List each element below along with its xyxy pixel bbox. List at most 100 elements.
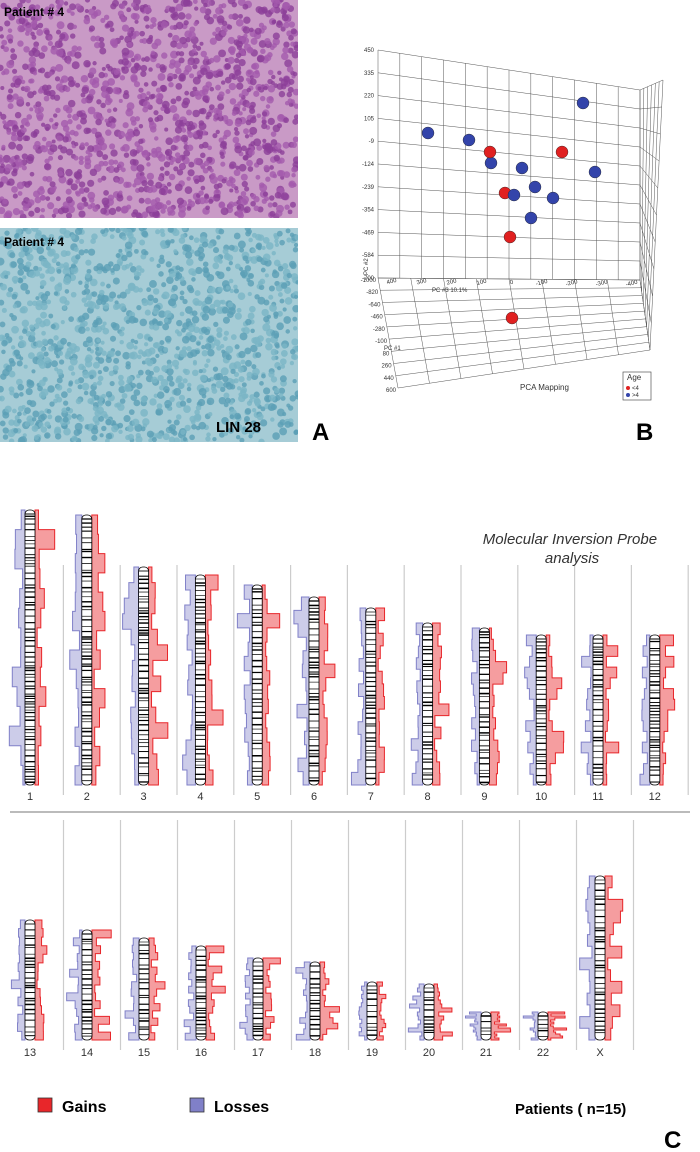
cell [286, 237, 292, 243]
cell [78, 159, 84, 165]
cell [130, 2, 137, 8]
cell [96, 150, 104, 158]
cell [81, 297, 87, 303]
cell [40, 413, 47, 420]
cell [44, 421, 51, 428]
cell [40, 241, 46, 247]
cell [64, 86, 71, 93]
cell [179, 77, 184, 82]
cell [201, 241, 209, 248]
cell [67, 113, 72, 119]
cell [75, 82, 81, 88]
cell [218, 228, 225, 235]
cell [141, 57, 146, 62]
cell [140, 253, 147, 260]
cell [78, 210, 86, 218]
cell [203, 2, 208, 8]
cell [183, 20, 189, 26]
cell [56, 368, 64, 376]
cell [262, 253, 271, 262]
cell [281, 263, 289, 270]
cell [11, 275, 19, 283]
cell [139, 30, 146, 37]
sample-point [483, 145, 497, 159]
cell [146, 37, 153, 45]
cell [163, 346, 169, 352]
cell [174, 126, 183, 134]
cell [258, 284, 265, 291]
cell [27, 199, 35, 206]
cell [143, 15, 150, 22]
cell [62, 104, 70, 112]
cell [48, 155, 54, 161]
cell [290, 349, 296, 355]
x-tick-label: -400 [625, 279, 639, 288]
cell [52, 208, 60, 215]
cell [45, 262, 52, 269]
cell [238, 163, 247, 172]
cell [90, 238, 96, 245]
cell [76, 124, 82, 130]
cell [238, 350, 246, 359]
cell [66, 212, 73, 218]
cell [124, 241, 133, 250]
cell [32, 71, 38, 76]
cell [225, 345, 234, 354]
cell [244, 134, 250, 139]
cell [4, 121, 11, 128]
cell [196, 341, 201, 346]
cell [78, 155, 84, 161]
cell [1, 39, 8, 46]
grid-line [476, 278, 493, 374]
cell [120, 326, 125, 332]
cell [110, 267, 115, 273]
cell [61, 391, 68, 398]
cell [217, 112, 223, 118]
cell [237, 75, 244, 83]
cell [173, 437, 181, 442]
chromosome [649, 634, 661, 786]
cell [74, 422, 83, 431]
cell [238, 93, 243, 98]
grid-line [639, 203, 656, 243]
cell [212, 13, 218, 19]
cell [53, 113, 58, 118]
cell [109, 335, 117, 342]
cell [138, 186, 145, 193]
cell [118, 429, 123, 434]
cell [116, 258, 124, 266]
cell [17, 411, 22, 417]
cell [123, 152, 130, 158]
cell [265, 176, 271, 182]
cell [121, 235, 127, 241]
cell [47, 40, 53, 47]
cell [244, 347, 252, 355]
x-tick-label: 100 [476, 278, 488, 287]
cell [270, 376, 278, 383]
cell [277, 70, 282, 75]
cell [161, 52, 168, 59]
cell [203, 270, 211, 278]
sample-point [588, 165, 602, 179]
cell [85, 294, 93, 301]
cell [25, 228, 32, 235]
cell [185, 13, 192, 20]
cell [156, 403, 163, 409]
cell [215, 84, 221, 91]
cell [78, 415, 85, 423]
cell [10, 345, 16, 350]
cell [46, 245, 51, 251]
cell [11, 325, 19, 334]
cell [233, 169, 241, 177]
cell [150, 204, 159, 213]
cell [257, 296, 266, 305]
cell [239, 437, 245, 442]
cell [201, 344, 206, 350]
cell [32, 410, 40, 418]
cell [9, 390, 15, 396]
cell [235, 434, 241, 440]
cell [213, 255, 221, 263]
z-tick-label: -700 [362, 276, 375, 282]
cell [220, 140, 227, 148]
cell [157, 175, 163, 181]
